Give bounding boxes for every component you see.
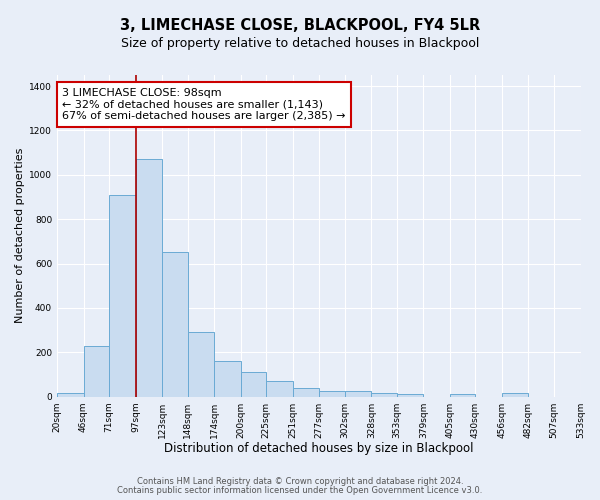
- Bar: [241, 372, 266, 396]
- X-axis label: Distribution of detached houses by size in Blackpool: Distribution of detached houses by size …: [164, 442, 473, 455]
- Bar: [450, 394, 475, 396]
- Text: Size of property relative to detached houses in Blackpool: Size of property relative to detached ho…: [121, 38, 479, 51]
- Text: 3, LIMECHASE CLOSE, BLACKPOOL, FY4 5LR: 3, LIMECHASE CLOSE, BLACKPOOL, FY4 5LR: [120, 18, 480, 32]
- Text: Contains public sector information licensed under the Open Government Licence v3: Contains public sector information licen…: [118, 486, 482, 495]
- Text: 3 LIMECHASE CLOSE: 98sqm
← 32% of detached houses are smaller (1,143)
67% of sem: 3 LIMECHASE CLOSE: 98sqm ← 32% of detach…: [62, 88, 346, 121]
- Bar: [162, 252, 188, 396]
- Bar: [83, 346, 109, 397]
- Bar: [214, 361, 241, 396]
- Text: Contains HM Land Registry data © Crown copyright and database right 2024.: Contains HM Land Registry data © Crown c…: [137, 477, 463, 486]
- Bar: [345, 391, 371, 396]
- Bar: [371, 394, 397, 396]
- Y-axis label: Number of detached properties: Number of detached properties: [15, 148, 25, 324]
- Bar: [319, 391, 345, 396]
- Bar: [109, 195, 136, 396]
- Bar: [136, 160, 162, 396]
- Bar: [502, 394, 529, 396]
- Bar: [57, 394, 83, 396]
- Bar: [266, 381, 293, 396]
- Bar: [293, 388, 319, 396]
- Bar: [397, 394, 424, 396]
- Bar: [188, 332, 214, 396]
